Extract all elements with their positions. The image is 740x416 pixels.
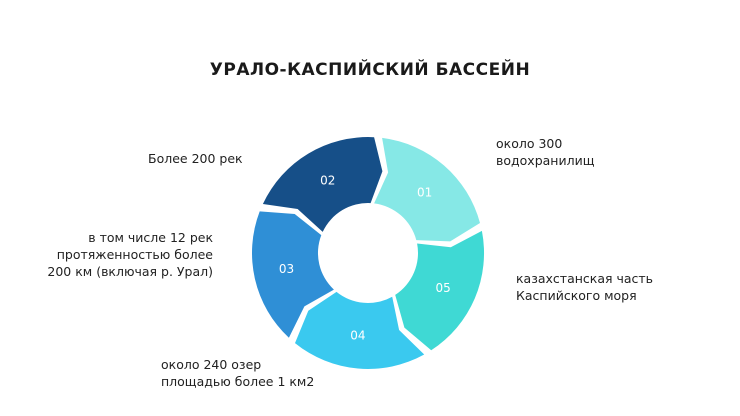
page-title: УРАЛО-КАСПИЙСКИЙ БАССЕЙН <box>209 60 531 80</box>
segment-number: 03 <box>279 262 294 276</box>
segment-03 <box>252 211 334 338</box>
segment-number: 04 <box>350 328 365 342</box>
label-line: Более 200 рек <box>148 151 243 166</box>
segment-01 <box>374 137 480 242</box>
label-03: около 240 озер площадью более 1 км2 <box>161 356 314 390</box>
label-02: в том числе 12 рек протяженностью более … <box>47 229 213 280</box>
label-line: Каспийского моря <box>516 288 637 303</box>
label-line: около 240 озер <box>161 357 262 372</box>
segment-number: 05 <box>436 281 451 295</box>
label-line: в том числе 12 рек <box>88 230 213 245</box>
label-line: площадью более 1 км2 <box>161 374 315 389</box>
label-line: казахстанская часть <box>516 271 654 286</box>
label-04: казахстанская часть Каспийского моря <box>516 270 653 304</box>
segment-04 <box>295 291 425 369</box>
label-line: протяженностью более <box>56 247 213 262</box>
segment-05 <box>395 230 485 351</box>
segment-number: 01 <box>417 185 432 199</box>
segment-02 <box>262 137 383 232</box>
label-01: Более 200 рек <box>148 150 243 167</box>
label-line: 200 км (включая р. Урал) <box>47 264 213 279</box>
label-05: около 300 водохранилищ <box>496 135 594 169</box>
segment-number: 02 <box>320 173 335 187</box>
label-line: водохранилищ <box>496 153 595 168</box>
label-line: около 300 <box>496 136 563 151</box>
